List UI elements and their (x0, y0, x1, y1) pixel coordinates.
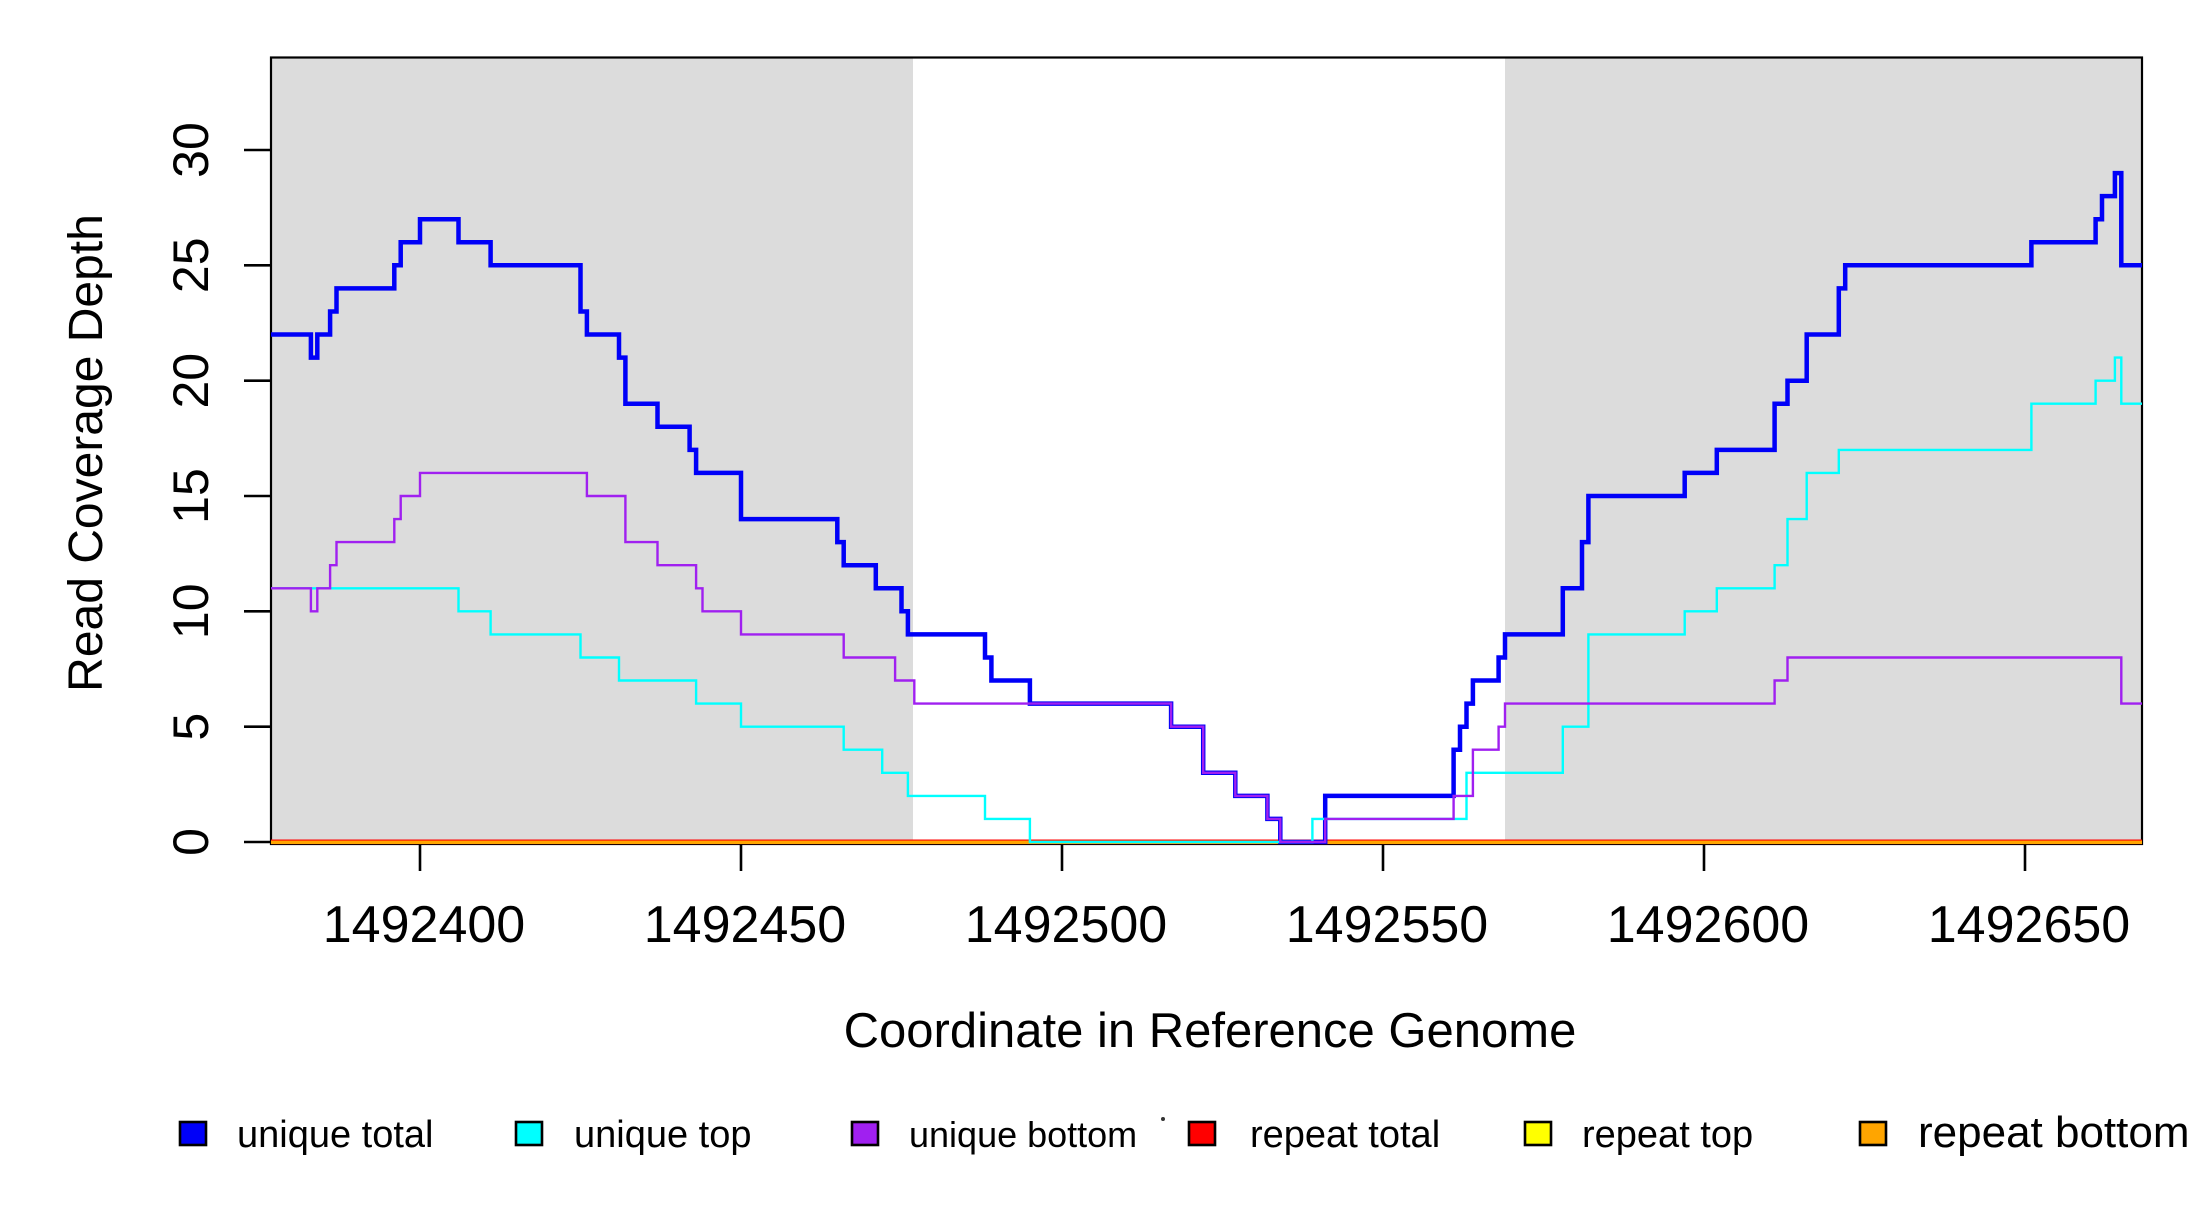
svg-text:unique top: unique top (574, 1114, 752, 1156)
svg-text:1492650: 1492650 (1928, 896, 2130, 954)
svg-text:25: 25 (163, 237, 219, 293)
svg-text:5: 5 (163, 713, 219, 741)
svg-text:1492450: 1492450 (644, 896, 846, 954)
svg-text:1492500: 1492500 (965, 896, 1167, 954)
svg-text:repeat total: repeat total (1250, 1114, 1440, 1156)
svg-text:repeat bottom: repeat bottom (1918, 1108, 2190, 1157)
svg-text:Coordinate in Reference Genome: Coordinate in Reference Genome (844, 1004, 1577, 1058)
svg-text:1492400: 1492400 (323, 896, 525, 954)
svg-text:1492600: 1492600 (1607, 896, 1809, 954)
svg-text:unique bottom: unique bottom (909, 1114, 1137, 1155)
svg-text:30: 30 (163, 122, 219, 178)
svg-text:0: 0 (163, 828, 219, 856)
svg-text:Read Coverage Depth: Read Coverage Depth (60, 214, 113, 692)
svg-text:15: 15 (163, 468, 219, 524)
svg-text:unique total: unique total (237, 1114, 434, 1156)
svg-text:1492550: 1492550 (1286, 896, 1488, 954)
svg-text:repeat top: repeat top (1582, 1114, 1753, 1156)
svg-text:10: 10 (163, 583, 219, 639)
svg-text:20: 20 (163, 353, 219, 409)
